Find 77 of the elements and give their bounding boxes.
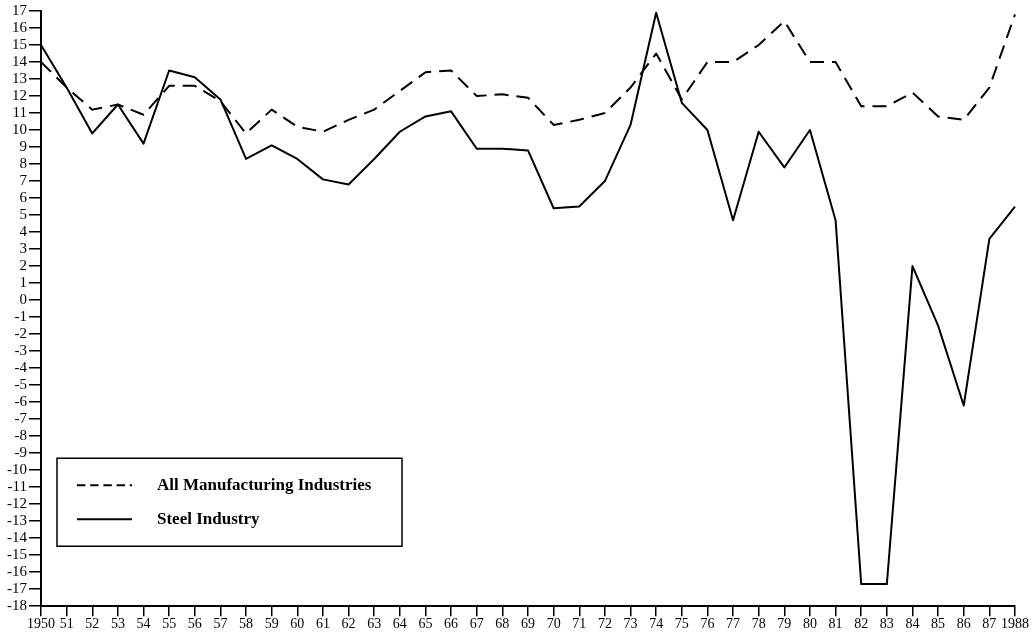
x-tick-label: 66 bbox=[444, 616, 459, 632]
x-tick-label: 61 bbox=[315, 616, 330, 632]
y-tick-label: 3 bbox=[19, 240, 27, 257]
y-tick-label: 11 bbox=[12, 103, 27, 120]
x-tick-label: 57 bbox=[213, 616, 228, 632]
y-tick-label: -4 bbox=[14, 359, 28, 376]
y-tick-label: 10 bbox=[12, 120, 27, 137]
y-tick-label: -14 bbox=[7, 529, 28, 546]
y-tick-label: -10 bbox=[7, 461, 27, 478]
x-tick-label: 87 bbox=[982, 616, 997, 632]
x-tick-label: 1950 bbox=[27, 616, 55, 632]
y-tick-label: -3 bbox=[14, 342, 27, 359]
x-tick-label: 83 bbox=[879, 616, 894, 632]
y-tick-label: -7 bbox=[14, 410, 28, 427]
x-tick-label: 79 bbox=[777, 616, 792, 632]
x-tick-label: 82 bbox=[854, 616, 869, 632]
y-tick-label: -1 bbox=[14, 308, 27, 325]
x-tick-label: 68 bbox=[495, 616, 510, 632]
y-tick-label: -17 bbox=[7, 580, 28, 597]
x-tick-label: 78 bbox=[751, 616, 766, 632]
x-tick-label: 53 bbox=[110, 616, 125, 632]
x-tick-label: 56 bbox=[187, 616, 202, 632]
x-tick-label: 84 bbox=[905, 616, 920, 632]
y-tick-label: 13 bbox=[12, 69, 27, 86]
x-tick-label: 75 bbox=[674, 616, 689, 632]
y-tick-label: 9 bbox=[19, 137, 27, 154]
y-tick-label: 0 bbox=[19, 291, 27, 308]
x-tick-label: 58 bbox=[239, 616, 254, 632]
y-tick-label: -6 bbox=[14, 393, 28, 410]
x-tick-label: 60 bbox=[290, 616, 305, 632]
x-tick-label: 74 bbox=[649, 616, 664, 632]
x-tick-label: 86 bbox=[956, 616, 971, 632]
y-tick-label: -18 bbox=[7, 597, 27, 614]
x-tick-label: 55 bbox=[162, 616, 177, 632]
legend-label: All Manufacturing Industries bbox=[157, 474, 372, 494]
y-tick-label: 12 bbox=[12, 86, 27, 103]
y-tick-label: -2 bbox=[14, 325, 27, 342]
x-tick-label: 69 bbox=[521, 616, 535, 632]
x-tick-label: 81 bbox=[828, 616, 843, 632]
y-tick-label: 16 bbox=[12, 18, 28, 35]
x-tick-label: 73 bbox=[623, 616, 638, 632]
y-tick-label: 17 bbox=[12, 1, 28, 18]
x-tick-label: 70 bbox=[546, 616, 561, 632]
y-tick-label: 2 bbox=[19, 257, 27, 274]
y-tick-label: 14 bbox=[12, 52, 28, 69]
x-tick-label: 77 bbox=[726, 616, 741, 632]
y-tick-label: -16 bbox=[7, 563, 28, 580]
x-tick-label: 63 bbox=[367, 616, 382, 632]
y-tick-label: 15 bbox=[12, 35, 27, 52]
x-tick-label: 62 bbox=[341, 616, 356, 632]
y-tick-label: -8 bbox=[14, 427, 27, 444]
x-tick-label: 72 bbox=[597, 616, 612, 632]
y-tick-label: 8 bbox=[19, 154, 27, 171]
x-tick-label: 76 bbox=[700, 616, 715, 632]
y-tick-label: 4 bbox=[19, 223, 28, 240]
y-tick-label: 5 bbox=[19, 206, 27, 223]
x-tick-label: 51 bbox=[59, 616, 74, 632]
x-tick-label: 52 bbox=[85, 616, 100, 632]
y-tick-label: -5 bbox=[14, 376, 27, 393]
legend-label: Steel Industry bbox=[157, 508, 260, 528]
x-tick-label: 1988 bbox=[1001, 616, 1029, 632]
x-tick-label: 65 bbox=[418, 616, 433, 632]
x-tick-label: 85 bbox=[931, 616, 946, 632]
x-tick-label: 67 bbox=[469, 616, 484, 632]
y-tick-label: -15 bbox=[7, 546, 27, 563]
x-tick-label: 80 bbox=[802, 616, 817, 632]
x-tick-label: 54 bbox=[136, 616, 151, 632]
y-tick-label: -11 bbox=[7, 478, 27, 495]
y-tick-label: 7 bbox=[19, 171, 28, 188]
y-tick-label: -12 bbox=[7, 495, 27, 512]
x-tick-label: 71 bbox=[572, 616, 587, 632]
x-tick-label: 59 bbox=[264, 616, 279, 632]
y-tick-label: -13 bbox=[7, 512, 27, 529]
y-tick-label: 6 bbox=[19, 189, 28, 205]
x-tick-label: 64 bbox=[392, 616, 407, 632]
y-tick-label: -9 bbox=[14, 444, 27, 461]
y-tick-label: 1 bbox=[19, 274, 27, 291]
